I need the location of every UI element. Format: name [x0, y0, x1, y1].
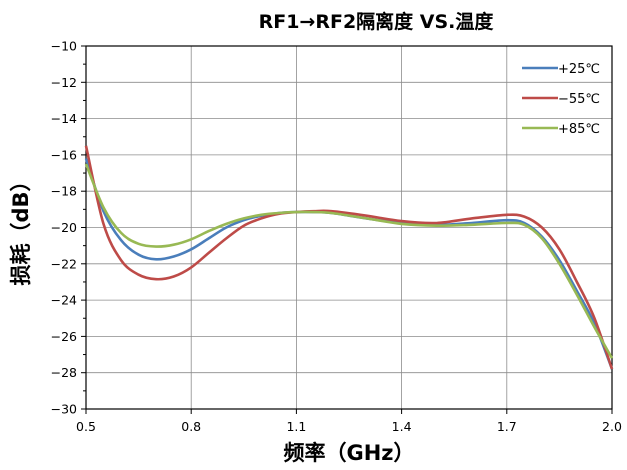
- legend-label-2: −55℃: [558, 92, 600, 107]
- y-tick-label: −26: [51, 329, 77, 344]
- y-tick-label: −28: [51, 365, 77, 380]
- y-axis-ticks: −10 −12 −14 −16 −18 −20 −22 −24 −26 −28 −30: [51, 39, 86, 417]
- series-line-3: [84, 163, 614, 359]
- legend-label-1: +25℃: [558, 62, 600, 77]
- y-axis-label: 损耗（dB）: [9, 170, 33, 285]
- y-tick-label: −16: [51, 147, 77, 162]
- legend: +25℃ −55℃ +85℃: [522, 62, 600, 137]
- x-tick-label: 0.5: [76, 419, 96, 434]
- y-tick-label: −30: [51, 402, 77, 417]
- x-tick-label: 2.0: [602, 419, 622, 434]
- y-tick-label: −20: [51, 220, 77, 235]
- x-axis-label: 频率（GHz）: [283, 441, 414, 465]
- y-tick-label: −18: [51, 184, 77, 199]
- y-tick-label: −14: [51, 111, 77, 126]
- chart-title: RF1→RF2隔离度 VS.温度: [259, 10, 495, 33]
- y-tick-label: −22: [51, 256, 77, 271]
- y-tick-label: −10: [51, 39, 77, 54]
- x-tick-label: 1.7: [497, 419, 517, 434]
- x-axis-ticks: 0.5 0.8 1.1 1.4 1.7 2.0: [76, 409, 622, 434]
- y-tick-label: −24: [51, 293, 77, 308]
- gridlines: [86, 46, 612, 409]
- legend-label-3: +85℃: [558, 122, 600, 137]
- x-tick-label: 1.4: [392, 419, 412, 434]
- x-tick-label: 0.8: [181, 419, 201, 434]
- y-tick-label: −12: [51, 75, 77, 90]
- data-series: [84, 145, 614, 370]
- x-tick-label: 1.1: [286, 419, 306, 434]
